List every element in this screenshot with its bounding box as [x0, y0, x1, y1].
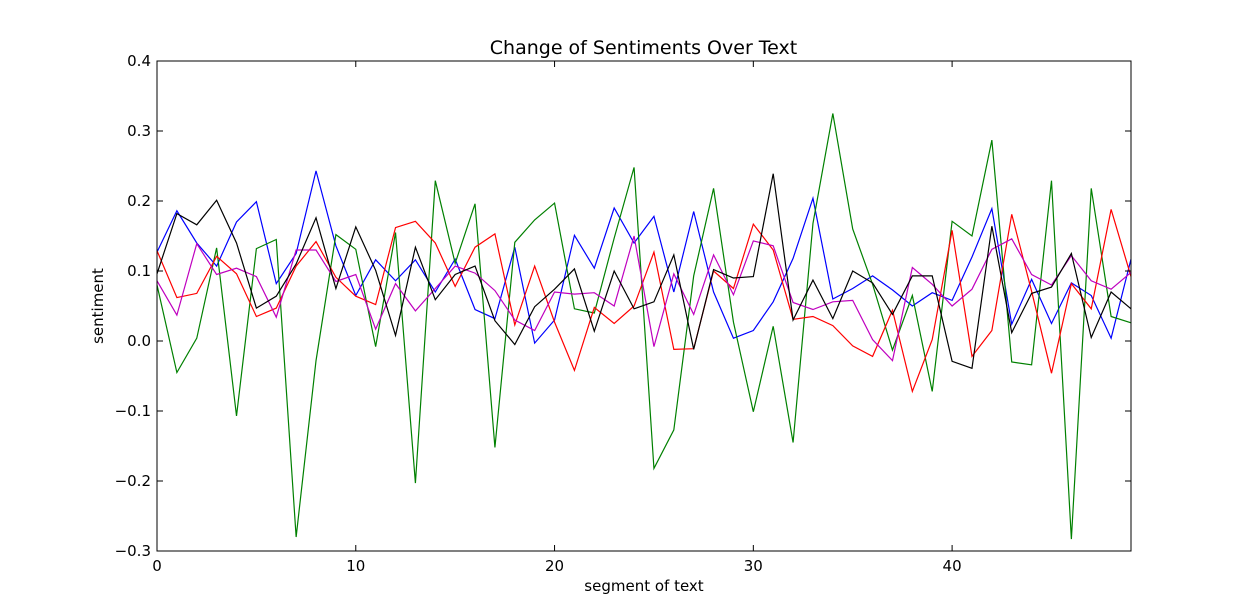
- x-tick-labels: 0 10 20 30 40: [152, 557, 961, 575]
- y-tick-labels: 0.4 0.3 0.2 0.1 0.0 −0.1 −0.2 −0.3: [115, 52, 151, 560]
- plot-area: [156, 60, 1132, 552]
- y-tick-label: 0.4: [127, 52, 151, 70]
- plot-frame: [156, 60, 1132, 552]
- y-axis-label: sentiment: [89, 268, 107, 344]
- series-line-5: [156, 173, 1132, 370]
- y-tick-label: 0.1: [127, 262, 151, 280]
- y-tick-label: −0.3: [115, 542, 151, 560]
- x-tick-label: 20: [545, 557, 564, 575]
- x-tick-label: 30: [744, 557, 763, 575]
- series-line-2: [156, 113, 1132, 540]
- series-layer: [156, 113, 1132, 540]
- series-line-1: [156, 170, 1132, 345]
- y-tick-label: 0.2: [127, 192, 151, 210]
- x-tick-label: 0: [152, 557, 162, 575]
- y-tick-label: −0.2: [115, 472, 151, 490]
- series-line-4: [156, 235, 1132, 362]
- x-tick-label: 40: [943, 557, 962, 575]
- y-tick-label: −0.1: [115, 402, 151, 420]
- chart-title: Change of Sentiments Over Text: [490, 37, 797, 59]
- x-tick-label: 10: [346, 557, 365, 575]
- ticks-layer: [156, 60, 1131, 552]
- series-line-3: [156, 209, 1132, 394]
- x-axis-label: segment of text: [584, 577, 704, 595]
- y-tick-label: 0.0: [127, 332, 151, 350]
- y-tick-label: 0.3: [127, 122, 151, 140]
